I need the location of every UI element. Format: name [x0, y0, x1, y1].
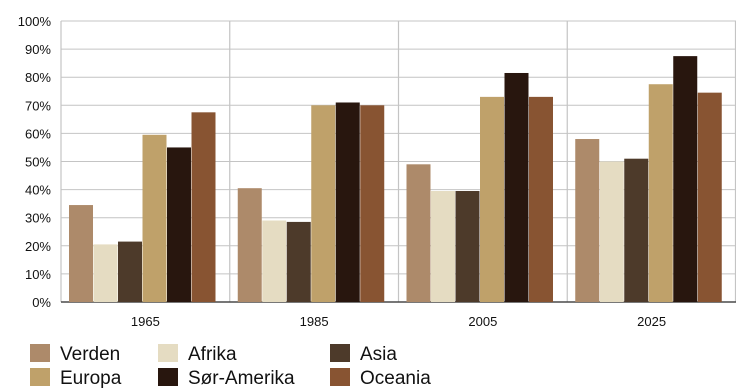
y-tick-label: 80% — [25, 70, 51, 85]
bar-oceania-2005 — [529, 96, 553, 303]
bar-verden-2005 — [406, 164, 431, 302]
legend-swatch — [158, 368, 178, 386]
y-tick-label: 30% — [25, 211, 51, 226]
bar-asia-1965 — [118, 241, 142, 302]
bar-asia-2005 — [455, 191, 480, 302]
bar-oceania-1985 — [360, 105, 385, 302]
legend: Verden Afrika Asia Europa Sør-Amerika Oceania — [30, 344, 431, 388]
legend-swatch — [330, 344, 350, 362]
legend-label: Asia — [360, 344, 397, 365]
bar-europa-1965 — [142, 134, 167, 302]
bar-afrika-2025 — [599, 161, 624, 302]
y-tick-label: 20% — [25, 239, 51, 254]
bar-afrika-1985 — [262, 220, 287, 302]
bar-s-r-amerika-2005 — [504, 72, 529, 302]
legend-swatch — [330, 368, 350, 386]
x-tick-label: 1965 — [131, 314, 160, 329]
bar-europa-2025 — [648, 84, 673, 302]
y-tick-label: 40% — [25, 183, 51, 198]
bar-s-r-amerika-1965 — [167, 147, 191, 302]
y-tick-label: 60% — [25, 126, 51, 141]
x-tick-label: 2025 — [637, 314, 666, 329]
legend-swatch — [30, 368, 50, 386]
x-tick-label: 1985 — [300, 314, 329, 329]
bar-afrika-1965 — [93, 244, 118, 302]
y-tick-label: 100% — [18, 14, 52, 29]
bar-afrika-2005 — [431, 191, 455, 302]
x-axis-ticks: 1965 1985 2005 2025 — [131, 314, 666, 329]
bar-verden-2025 — [575, 139, 600, 302]
bars — [69, 56, 722, 303]
bar-oceania-2025 — [697, 92, 722, 302]
bar-verden-1965 — [69, 205, 93, 302]
bar-oceania-1965 — [191, 112, 216, 302]
y-tick-label: 50% — [25, 155, 51, 170]
y-axis-ticks: 0% 10% 20% 30% 40% 50% 60% 70% 80% 90% 100% — [18, 14, 52, 310]
bar-s-r-amerika-1985 — [335, 102, 360, 303]
legend-label: Oceania — [360, 368, 431, 388]
y-tick-label: 0% — [32, 295, 51, 310]
bar-asia-2025 — [624, 158, 649, 302]
legend-label: Afrika — [188, 344, 237, 365]
bar-europa-2005 — [480, 96, 504, 303]
legend-label: Europa — [60, 368, 122, 388]
legend-swatch — [30, 344, 50, 362]
bar-s-r-amerika-2025 — [673, 56, 698, 302]
x-tick-label: 2005 — [468, 314, 497, 329]
legend-label: Sør-Amerika — [188, 368, 295, 388]
bar-europa-1985 — [311, 105, 336, 302]
y-tick-label: 70% — [25, 98, 51, 113]
bar-verden-1985 — [237, 188, 262, 302]
y-tick-label: 90% — [25, 42, 51, 57]
legend-label: Verden — [60, 344, 120, 365]
legend-swatch — [158, 344, 178, 362]
bar-asia-1985 — [286, 221, 311, 302]
y-tick-label: 10% — [25, 267, 51, 282]
